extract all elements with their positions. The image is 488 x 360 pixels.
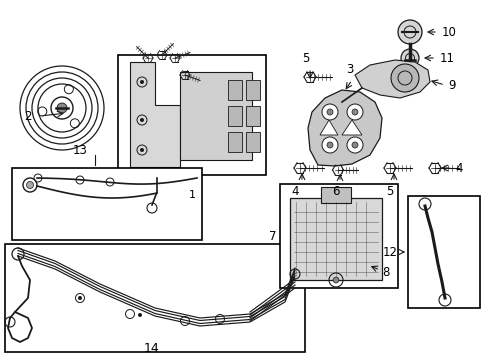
Circle shape (57, 103, 67, 113)
FancyBboxPatch shape (320, 187, 350, 203)
Circle shape (397, 20, 421, 44)
Bar (118, 55, 265, 175)
Circle shape (351, 142, 357, 148)
Circle shape (400, 49, 418, 67)
Circle shape (78, 296, 82, 300)
Bar (227, 106, 242, 126)
Bar (180, 72, 251, 160)
Text: 4: 4 (454, 162, 462, 175)
Text: 3: 3 (346, 63, 353, 76)
Circle shape (351, 109, 357, 115)
Circle shape (332, 277, 338, 283)
Text: 10: 10 (441, 26, 456, 39)
Circle shape (321, 104, 337, 120)
Circle shape (140, 80, 143, 84)
Text: 6: 6 (331, 185, 339, 198)
Text: 2: 2 (24, 109, 32, 122)
Circle shape (138, 313, 142, 317)
Polygon shape (130, 62, 180, 167)
Text: 11: 11 (439, 51, 454, 64)
FancyBboxPatch shape (289, 198, 381, 280)
Circle shape (140, 118, 143, 122)
Text: 8: 8 (381, 266, 388, 279)
Polygon shape (341, 120, 361, 135)
Bar (407, 196, 479, 308)
Bar (245, 106, 260, 126)
Circle shape (140, 148, 143, 152)
Text: 1: 1 (188, 190, 195, 200)
Bar (12, 168, 202, 240)
Bar (245, 80, 260, 100)
Text: 9: 9 (447, 78, 454, 91)
Bar (280, 184, 397, 288)
Bar (245, 132, 260, 152)
Circle shape (346, 104, 362, 120)
Circle shape (326, 109, 332, 115)
Bar (227, 80, 242, 100)
Text: 13: 13 (72, 144, 87, 157)
Text: 5: 5 (302, 52, 309, 65)
Text: 14: 14 (144, 342, 160, 355)
Bar (227, 132, 242, 152)
Circle shape (326, 142, 332, 148)
Polygon shape (319, 120, 337, 135)
Circle shape (346, 137, 362, 153)
Polygon shape (307, 90, 381, 166)
Circle shape (390, 64, 418, 92)
Text: 5: 5 (386, 185, 393, 198)
Text: 4: 4 (291, 185, 298, 198)
Bar (5, 244, 305, 352)
Circle shape (321, 137, 337, 153)
Polygon shape (354, 60, 429, 98)
Text: 12: 12 (382, 246, 397, 258)
Circle shape (26, 181, 34, 189)
Text: 7: 7 (269, 230, 276, 243)
